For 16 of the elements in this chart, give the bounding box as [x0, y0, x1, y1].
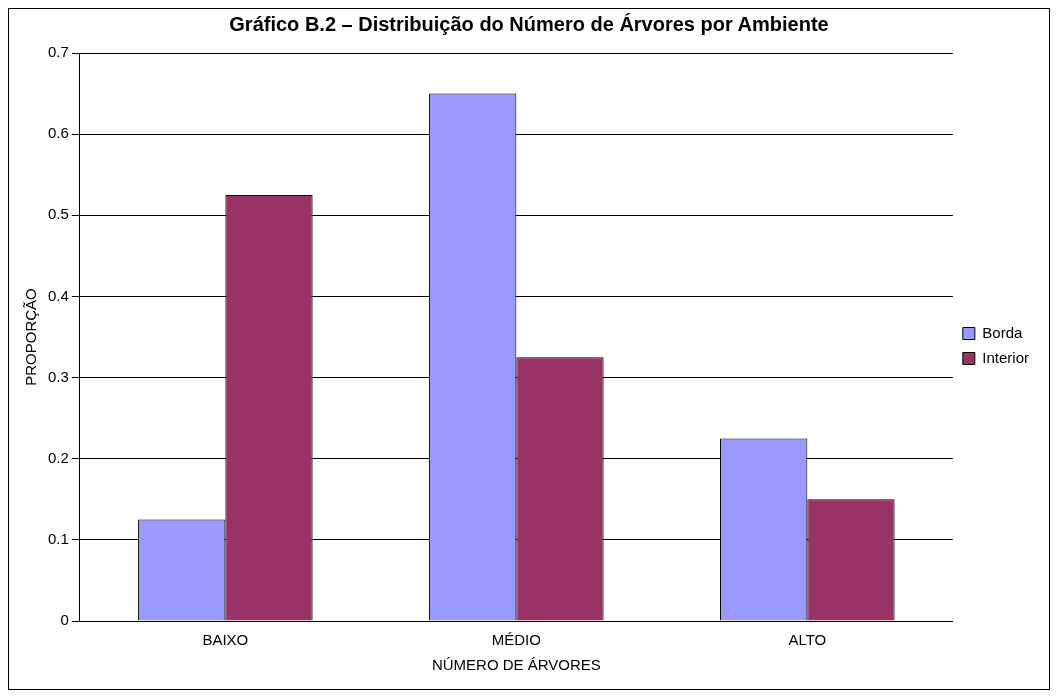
y-tick-label: 0.1 — [47, 530, 69, 547]
chart-title: Gráfico B.2 – Distribuição do Número de Árvores por Ambiente — [229, 12, 829, 35]
legend-label: Interior — [982, 348, 1029, 366]
x-tick-label: MÉDIO — [491, 631, 541, 649]
y-tick-label: 0.7 — [47, 43, 69, 61]
x-tick-label: ALTO — [788, 631, 827, 649]
y-tick-label: 0.2 — [47, 448, 69, 466]
y-tick-label: 0.5 — [47, 205, 69, 223]
x-tick-label: BAIXO — [202, 631, 249, 649]
legend-label: Borda — [982, 323, 1023, 341]
y-tick-label: 0.4 — [47, 286, 69, 304]
y-tick-label: 0 — [60, 611, 69, 629]
x-axis-title: NÚMERO DE ÁRVORES — [431, 656, 601, 674]
y-axis-title: PROPORÇÃO — [22, 288, 40, 386]
y-tick-label: 0.3 — [47, 367, 69, 385]
y-tick-label: 0.6 — [47, 124, 69, 142]
